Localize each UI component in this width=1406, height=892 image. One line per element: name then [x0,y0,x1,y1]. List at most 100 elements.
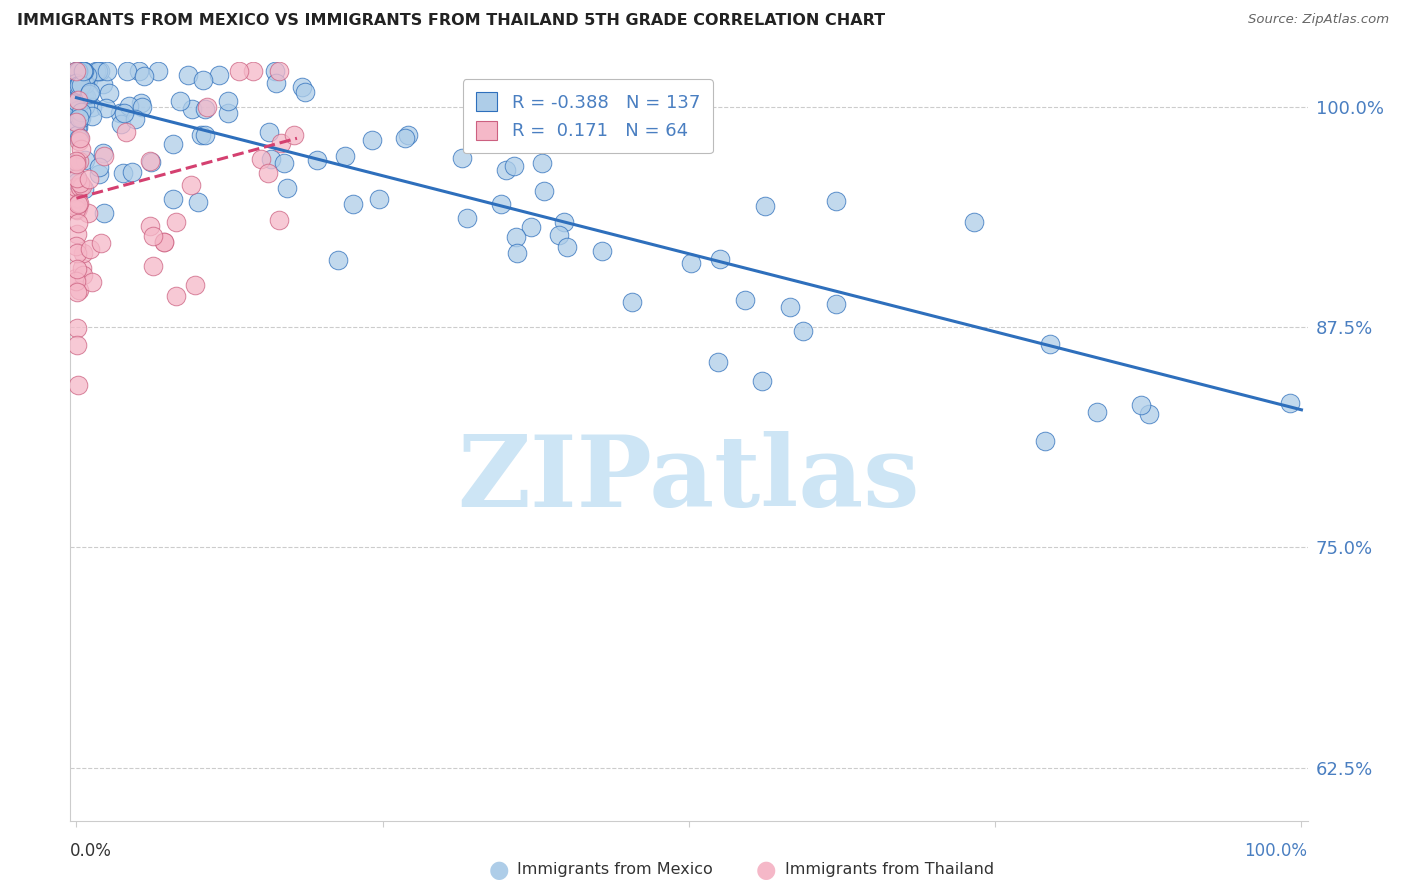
Point [139,219,162,233]
Point [67,284,90,298]
Point [86,64,108,78]
Point [89,64,111,78]
Point [66,202,89,216]
Point [217,105,239,120]
Point [89,167,111,181]
Point [165,215,187,229]
Point [79,243,101,257]
Point [792,325,814,339]
Point [142,259,165,273]
Point [153,235,176,249]
Point [80,99,103,113]
Point [79,87,101,101]
Point [65,199,87,213]
Point [65,274,87,288]
Text: Immigrants from Thailand: Immigrants from Thailand [785,863,994,877]
Point [65,64,87,78]
Point [65,153,87,168]
Point [70,178,93,193]
Point [131,95,153,110]
Point [67,195,90,210]
Point [1038,337,1060,351]
Point [69,64,91,78]
Point [70,64,93,78]
Point [124,112,146,126]
Point [76,68,98,82]
Point [1137,408,1160,422]
Point [72,74,94,88]
Point [66,170,89,185]
Point [519,220,541,235]
Point [194,102,217,116]
Point [67,106,90,120]
Point [65,69,87,83]
Point [779,300,801,314]
Point [87,160,110,174]
Point [67,111,90,125]
Point [269,213,291,227]
Point [66,337,89,351]
Point [65,180,87,194]
Point [69,64,91,78]
Text: ●: ● [756,858,776,881]
Point [707,355,730,369]
Point [132,69,155,83]
Point [335,148,357,162]
Point [162,136,184,151]
Point [165,289,187,303]
Point [115,64,138,78]
Point [118,99,141,113]
Point [66,93,89,107]
Point [1278,396,1301,410]
Point [112,106,135,120]
Point [75,153,97,167]
Point [191,73,214,87]
Point [679,255,702,269]
Point [264,64,287,78]
Point [283,128,305,142]
Point [294,85,316,99]
Point [66,202,89,217]
Point [228,64,250,78]
Point [66,103,89,118]
Point [217,94,239,108]
Point [65,239,87,253]
Point [505,245,527,260]
Point [72,64,94,78]
Point [66,93,89,107]
Point [66,227,89,242]
Point [66,88,89,103]
Point [555,240,578,254]
Point [65,115,87,129]
Point [65,64,87,78]
Point [96,64,118,78]
Point [69,78,91,92]
Point [190,128,212,142]
Point [66,128,89,142]
Point [194,128,217,142]
Point [291,80,314,95]
Point [72,245,94,260]
Point [162,192,184,206]
Point [142,229,165,244]
Point [73,98,96,112]
Point [260,152,283,166]
Point [195,100,218,114]
Text: 0.0%: 0.0% [70,842,112,860]
Point [108,106,131,120]
Point [451,152,474,166]
Point [548,227,571,242]
Point [66,262,89,277]
Point [79,85,101,99]
Text: ZIPatlas: ZIPatlas [458,431,920,528]
Point [270,136,292,151]
Point [69,64,91,78]
Point [66,191,89,205]
Point [181,103,204,117]
Point [98,86,121,100]
Point [66,246,89,260]
Text: Immigrants from Mexico: Immigrants from Mexico [517,863,713,877]
Point [208,68,231,82]
Point [67,91,90,105]
Point [66,120,89,135]
